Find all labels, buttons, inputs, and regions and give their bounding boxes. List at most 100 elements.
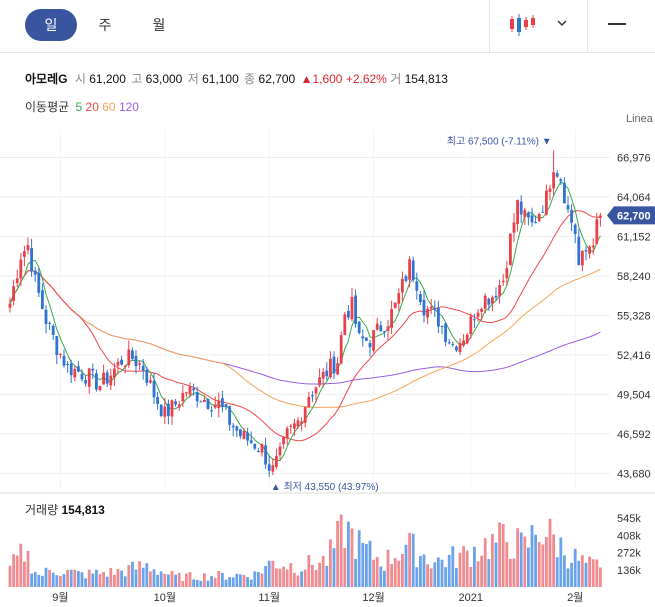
volume-bar bbox=[498, 522, 501, 587]
candle-body bbox=[15, 278, 19, 283]
candle-body bbox=[231, 425, 235, 428]
candle-body bbox=[44, 309, 48, 324]
candle-body bbox=[185, 392, 188, 394]
period-tabs: 일 주 월 bbox=[0, 0, 655, 53]
candle-body bbox=[33, 270, 37, 275]
candle-body bbox=[167, 403, 170, 417]
candle-body bbox=[458, 342, 462, 353]
candle-body bbox=[591, 245, 595, 248]
ma-60-line bbox=[9, 268, 601, 408]
volume-bar bbox=[390, 563, 393, 587]
menu-icon[interactable] bbox=[606, 12, 630, 36]
volume-bar bbox=[469, 566, 473, 587]
candle-body bbox=[595, 219, 599, 244]
candle-body bbox=[257, 451, 260, 453]
volume-bar bbox=[285, 569, 289, 587]
candle-body bbox=[73, 368, 77, 378]
volume-bar bbox=[314, 569, 318, 587]
candle-body bbox=[440, 325, 444, 327]
candle-body bbox=[278, 446, 282, 456]
volume-bar bbox=[62, 574, 66, 587]
tab-month[interactable]: 월 bbox=[152, 17, 166, 33]
ma-5-label: 5 bbox=[75, 100, 83, 114]
volume-bar bbox=[329, 539, 332, 587]
volume-bar bbox=[77, 570, 80, 587]
tab-day[interactable]: 일 bbox=[25, 9, 77, 41]
candle-body bbox=[599, 215, 602, 218]
candle-body bbox=[480, 308, 483, 312]
candle-body bbox=[159, 404, 163, 416]
chart-type-selector[interactable] bbox=[506, 10, 576, 40]
volume-bar bbox=[159, 571, 163, 587]
candle-body bbox=[37, 272, 41, 293]
scale-label[interactable]: Linea bbox=[626, 113, 653, 125]
candle-body bbox=[527, 212, 530, 218]
volume-bar bbox=[278, 568, 282, 587]
volume-bar bbox=[221, 572, 224, 587]
volume-bar bbox=[163, 573, 167, 587]
volume-bar bbox=[451, 546, 455, 587]
volume-bar bbox=[127, 565, 131, 587]
candle-body bbox=[174, 401, 177, 405]
candle-body bbox=[584, 250, 588, 252]
candle-body bbox=[537, 214, 541, 221]
y-tick-label: 61,152 bbox=[617, 231, 651, 243]
volume-bar bbox=[555, 557, 559, 587]
close-label: 종 bbox=[244, 72, 256, 86]
volume-bar bbox=[519, 532, 523, 587]
volume-bar bbox=[473, 546, 476, 587]
candle-body bbox=[30, 248, 33, 272]
volume-bar bbox=[530, 525, 534, 587]
volume-bar bbox=[156, 574, 159, 587]
candle-body bbox=[131, 350, 134, 359]
candle-body bbox=[390, 309, 393, 328]
volume-bar bbox=[361, 543, 365, 587]
volume-bar bbox=[318, 562, 321, 587]
volume-bar bbox=[87, 569, 91, 587]
candle-body bbox=[433, 308, 437, 310]
candle-body bbox=[368, 342, 372, 348]
candle-body bbox=[512, 222, 516, 233]
x-tick-label: 12월 bbox=[362, 591, 384, 604]
volume-bar bbox=[303, 569, 307, 587]
volume-bar bbox=[433, 562, 437, 587]
volume-bar bbox=[347, 521, 350, 587]
candle-body bbox=[573, 224, 577, 235]
volume-bar bbox=[465, 550, 469, 587]
candle-body bbox=[332, 356, 336, 374]
candle-body bbox=[62, 355, 66, 366]
candle-body bbox=[386, 326, 390, 331]
volume-bar bbox=[181, 581, 185, 587]
volume-bar bbox=[30, 573, 33, 587]
candle-body bbox=[501, 280, 505, 283]
high-label: 고 bbox=[131, 72, 143, 86]
volume-bar bbox=[224, 579, 228, 587]
volume-bar bbox=[145, 563, 149, 587]
candle-body bbox=[509, 233, 512, 265]
candle-body bbox=[127, 349, 131, 366]
volume-bar bbox=[570, 562, 573, 587]
volume-bar bbox=[437, 557, 440, 587]
ma-60-label: 60 bbox=[102, 100, 116, 114]
volume-bar bbox=[228, 577, 231, 587]
volume-bar bbox=[581, 555, 584, 587]
volume-bar bbox=[534, 534, 537, 587]
candle-body bbox=[289, 425, 293, 427]
x-tick-label: 2021 bbox=[459, 592, 483, 604]
tab-week[interactable]: 주 bbox=[98, 17, 112, 33]
candle-body bbox=[199, 401, 203, 403]
volume-bar bbox=[55, 575, 59, 587]
candle-body bbox=[253, 444, 257, 449]
volume-tick-label: 136k bbox=[617, 565, 641, 577]
candle-body bbox=[437, 307, 440, 327]
candle-body bbox=[519, 201, 523, 215]
volume-bar bbox=[350, 528, 354, 587]
candle-body bbox=[361, 336, 365, 339]
candle-body bbox=[476, 312, 480, 317]
candle-body bbox=[552, 172, 555, 189]
candle-body bbox=[264, 445, 267, 465]
volume-bar bbox=[296, 575, 300, 587]
candle-body bbox=[195, 392, 199, 402]
candle-body bbox=[491, 297, 494, 304]
